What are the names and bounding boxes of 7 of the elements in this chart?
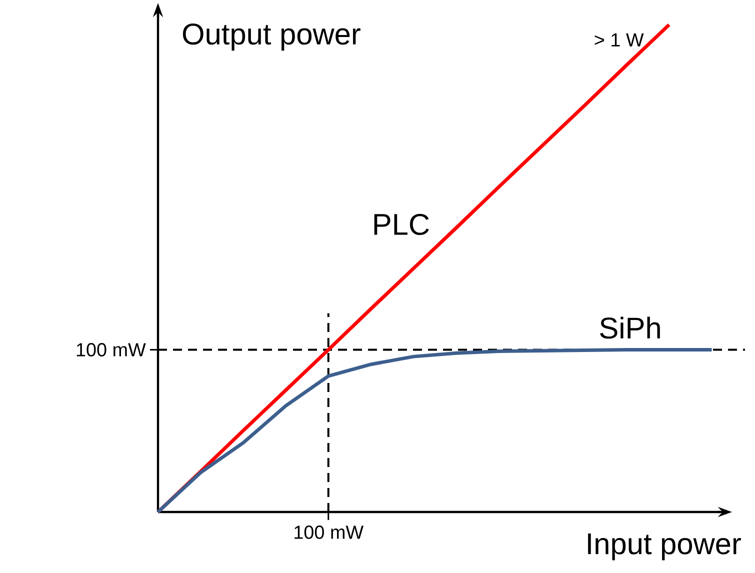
- text: 100 mW: [294, 526, 364, 539]
- y-axis-title: Output power: [182, 24, 360, 51]
- ref-line-label: 100 mW: [76, 343, 146, 356]
- x-axis-title: Input power: [588, 534, 741, 560]
- series-label: SiPh: [600, 316, 660, 339]
- series-label: PLC: [374, 214, 429, 236]
- annotation: > 1 W: [594, 33, 644, 46]
